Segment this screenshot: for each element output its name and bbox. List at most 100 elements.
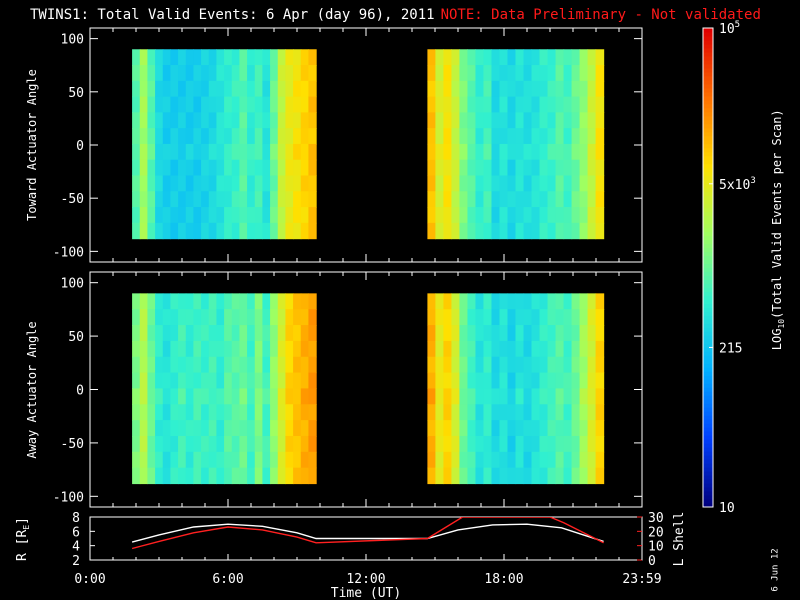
heatmap-cell-toward-b1	[170, 207, 179, 224]
heatmap-cell-away-b1	[270, 388, 279, 405]
colorbar-cell	[703, 255, 713, 261]
heatmap-cell-away-b2	[571, 451, 581, 469]
heatmap-cell-away-b1	[300, 340, 310, 358]
colorbar-cell	[703, 503, 713, 508]
heatmap-cell-away-b2	[483, 293, 493, 310]
heatmap-cell-away-b1	[185, 451, 195, 469]
heatmap-cell-toward-b2	[507, 159, 517, 177]
heatmap-cell-toward-b1	[277, 175, 287, 192]
heatmap-cell-toward-b2	[499, 112, 509, 129]
heatmap-cell-toward-b2	[587, 143, 597, 161]
heatmap-cell-away-b2	[523, 340, 533, 358]
heatmap-cell-away-b2	[467, 420, 477, 437]
heatmap-cell-away-b1	[277, 372, 287, 390]
heatmap-cell-away-b1	[147, 451, 156, 469]
colorbar-cell	[703, 123, 713, 129]
heatmap-cell-toward-b1	[293, 207, 302, 224]
heatmap-cell-away-b2	[491, 309, 501, 326]
colorbar-cell	[703, 399, 713, 404]
heatmap-cell-away-b1	[178, 340, 187, 358]
heatmap-cell-toward-b1	[231, 191, 241, 208]
colorbar-cell	[703, 335, 713, 340]
heatmap-cell-toward-b1	[293, 128, 302, 145]
heatmap-cell-away-b1	[216, 388, 225, 405]
heatmap-cell-away-b1	[308, 340, 317, 358]
heatmap-cell-toward-b1	[201, 191, 210, 208]
heatmap-cell-away-b2	[531, 293, 541, 310]
heatmap-cell-toward-b2	[491, 222, 501, 240]
heatmap-cell-toward-b2	[515, 159, 525, 177]
heatmap-cell-toward-b2	[515, 49, 525, 66]
heatmap-cell-toward-b1	[308, 207, 317, 224]
heatmap-cell-toward-b1	[262, 207, 271, 224]
heatmap-cell-toward-b1	[139, 112, 149, 129]
heatmap-cell-away-b2	[483, 356, 493, 374]
heatmap-cell-away-b1	[208, 309, 218, 326]
heatmap-cell-toward-b2	[539, 159, 549, 177]
heatmap-cell-away-b1	[277, 340, 287, 358]
heatmap-cell-away-b2	[483, 325, 493, 342]
heatmap-cell-toward-b2	[523, 143, 533, 161]
heatmap-cell-away-b2	[555, 420, 565, 437]
heatmap-cell-away-b1	[231, 420, 241, 437]
heatmap-cell-toward-b2	[483, 207, 493, 224]
colorbar-cell	[703, 111, 713, 117]
heatmap-cell-away-b2	[507, 309, 517, 326]
heatmap-cell-toward-b2	[539, 207, 549, 224]
heatmap-cell-toward-b2	[459, 143, 469, 161]
heatmap-cell-away-b1	[155, 372, 164, 390]
colorbar-cell	[703, 383, 713, 388]
heatmap-cell-away-b1	[293, 340, 302, 358]
x-axis-label: Time (UT)	[331, 586, 401, 600]
heatmap-cell-toward-b2	[435, 143, 445, 161]
orbit-left-tick-label: 8	[72, 511, 80, 526]
heatmap-cell-toward-b2	[571, 207, 581, 224]
colorbar-cell	[703, 307, 713, 312]
heatmap-cell-away-b1	[270, 356, 279, 374]
heatmap-cell-toward-b2	[539, 222, 549, 240]
colorbar-cell	[703, 119, 713, 125]
heatmap-cell-away-b2	[515, 293, 525, 310]
heatmap-cell-toward-b1	[132, 191, 141, 208]
heatmap-cell-away-b1	[139, 404, 149, 421]
heatmap-cell-toward-b2	[515, 80, 525, 98]
heatmap-cell-away-b1	[300, 435, 310, 453]
heatmap-cell-toward-b1	[139, 159, 149, 177]
heatmap-cell-away-b1	[139, 467, 149, 485]
heatmap-cell-toward-b1	[270, 175, 279, 192]
heatmap-cell-toward-b2	[515, 175, 525, 192]
colorbar-cell	[703, 327, 713, 332]
heatmap-cell-toward-b1	[277, 143, 287, 161]
heatmap-cell-toward-b1	[270, 207, 279, 224]
heatmap-cell-away-b2	[491, 293, 501, 310]
heatmap-cell-toward-b2	[507, 80, 517, 98]
colorbar-cell	[703, 395, 713, 400]
heatmap-cell-away-b1	[216, 420, 225, 437]
y-tick-label-toward: -50	[61, 192, 84, 207]
y-tick-label-away: 100	[61, 277, 84, 292]
heatmap-cell-away-b2	[499, 404, 509, 421]
heatmap-cell-away-b2	[563, 420, 573, 437]
heatmap-cell-away-b1	[285, 325, 294, 342]
heatmap-cell-away-b1	[132, 309, 141, 326]
heatmap-cell-toward-b1	[308, 222, 317, 240]
heatmap-cell-toward-b1	[216, 49, 225, 66]
heatmap-cell-away-b1	[170, 404, 179, 421]
heatmap-cell-away-b2	[523, 356, 533, 374]
heatmap-cell-toward-b1	[185, 128, 195, 145]
heatmap-cell-toward-b1	[132, 65, 141, 82]
heatmap-cell-away-b2	[547, 404, 557, 421]
colorbar-cell	[703, 31, 713, 37]
heatmap-cell-toward-b2	[555, 207, 565, 224]
heatmap-cell-toward-b1	[300, 175, 310, 192]
heatmap-cell-toward-b2	[467, 80, 477, 98]
heatmap-cell-toward-b1	[262, 143, 271, 161]
heatmap-cell-away-b1	[147, 293, 156, 310]
colorbar-cell	[703, 387, 713, 392]
heatmap-cell-toward-b2	[531, 222, 541, 240]
y-tick-label-toward: 100	[61, 33, 84, 48]
colorbar-cell	[703, 351, 713, 356]
heatmap-cell-toward-b2	[539, 49, 549, 66]
heatmap-cell-away-b2	[507, 451, 517, 469]
heatmap-cell-away-b1	[162, 325, 172, 342]
